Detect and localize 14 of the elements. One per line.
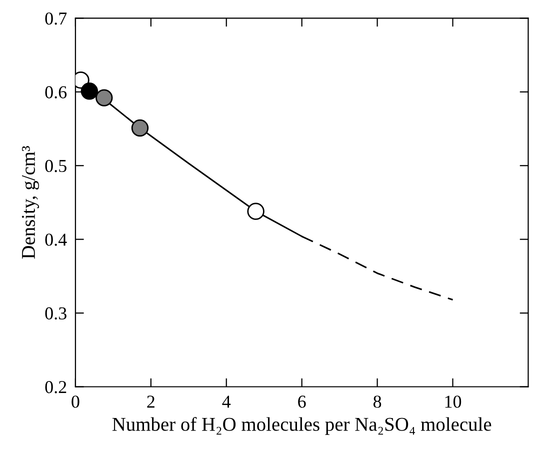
x-tick-label: 2 xyxy=(147,396,154,408)
y-tick-label: 0.3 xyxy=(45,307,66,320)
y-tick-label: 0.2 xyxy=(45,381,66,394)
y-tick-label: 0.4 xyxy=(45,234,67,246)
y-axis-title: Density, g/cm³ xyxy=(22,146,39,259)
x-tick-label: 4 xyxy=(222,396,231,408)
x-axis-title: Number of H₂O molecules per Na₂SO₄ molecule xyxy=(112,417,492,435)
x-tick-label: 0 xyxy=(72,396,80,408)
y-tick-label: 0.7 xyxy=(45,12,67,25)
x-tick-label: 10 xyxy=(445,396,462,408)
y-tick-label: 0.6 xyxy=(45,86,67,98)
x-tick-label: 8 xyxy=(373,396,382,408)
x-tick-label: 6 xyxy=(298,396,306,408)
y-tick-label: 0.5 xyxy=(45,160,66,172)
